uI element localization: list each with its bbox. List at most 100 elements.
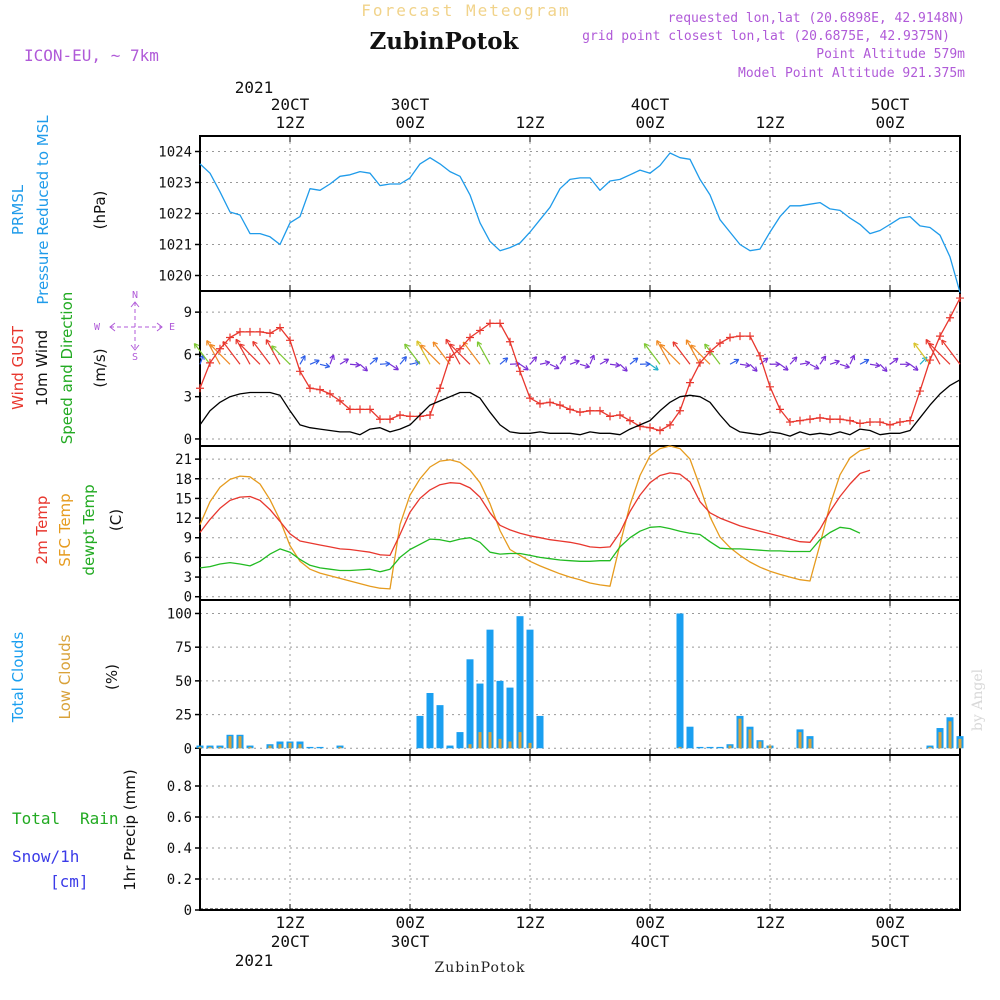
gust-marker [956, 294, 964, 303]
gust-label: Wind GUST [9, 325, 27, 410]
gust-marker [876, 418, 884, 427]
gust-marker [436, 384, 444, 393]
wind-arrow [349, 363, 361, 366]
bottom-hour-label: 12Z [516, 913, 545, 932]
total-cloud-bar [466, 659, 474, 749]
pressure-line [199, 152, 961, 293]
total-clouds-label: Total Clouds [9, 632, 27, 724]
wind-arrow-head [685, 339, 691, 345]
gust-marker [816, 413, 824, 422]
wind-arrow [579, 363, 590, 368]
low-cloud-bar [238, 736, 242, 749]
wind-arrow [329, 354, 335, 365]
wind-arrow [859, 359, 870, 365]
y-tick-label: 0 [184, 432, 192, 448]
wind-arrow-head [745, 362, 751, 368]
low-cloud-bar [808, 738, 812, 749]
low-cloud-bar [498, 738, 502, 749]
low-cloud-bar [338, 746, 342, 749]
gust-marker [236, 327, 244, 336]
low-cloud-bar [268, 745, 272, 749]
wind-arrow-head [672, 341, 678, 347]
gust-marker [306, 384, 314, 393]
gust-marker [766, 382, 774, 391]
wind-arrow-head [834, 359, 840, 366]
wind-arrow [749, 363, 758, 372]
wind-arrow [539, 361, 550, 365]
y-tick-label: 0 [184, 903, 192, 919]
wind-arrow-head [362, 366, 368, 372]
gust-marker [556, 401, 564, 410]
y-tick-label: 25 [175, 708, 192, 724]
y-tick-label: 0.2 [167, 872, 192, 888]
wind-arrow [559, 355, 566, 365]
precip-unit: 1hr Precip (mm) [121, 769, 139, 890]
wind-arrow-head [416, 340, 422, 346]
wind-arrow [499, 357, 509, 365]
wind-arrow-head [863, 358, 870, 365]
total-cloud-bar [476, 683, 484, 749]
gust-marker [606, 412, 614, 421]
cloud-bars [196, 613, 964, 749]
gust-marker [806, 415, 814, 424]
sfc-label: SFC Temp [56, 493, 74, 566]
rain-label: Rain [80, 809, 119, 828]
wind-arrow-head [849, 354, 856, 361]
wind-arrow [399, 356, 407, 365]
wind-arrow [589, 354, 595, 365]
low-cloud-bar [278, 744, 282, 749]
total-label: Total [12, 809, 60, 828]
wind-panel-labels: Wind GUST 10m Wind Speed and Direction (… [9, 290, 175, 444]
wind-arrow-head [560, 355, 566, 361]
precip-panel: 0 0.2 0.4 0.6 0.8 [167, 754, 961, 919]
gust-marker [616, 411, 624, 419]
bottom-day-label: 5OCT [871, 932, 910, 951]
bottom-hour-label: 00Z [876, 913, 905, 932]
wind-arrow-head [941, 339, 947, 346]
gust-marker [946, 313, 954, 322]
gust-marker [926, 356, 934, 365]
gust-marker [546, 398, 554, 407]
wind-dir-label: Speed and Direction [58, 292, 76, 445]
svg-text:E: E [169, 322, 175, 333]
total-cloud-bar [696, 746, 704, 749]
gust-markers [196, 294, 964, 435]
wind-arrow [690, 344, 711, 365]
total-cloud-bar [536, 715, 544, 749]
wind-arrow [839, 363, 850, 368]
total-cloud-bar [436, 705, 444, 749]
low-cloud-bar [768, 745, 772, 749]
gust-marker [206, 358, 214, 367]
gust-marker [856, 419, 864, 428]
gust-marker [456, 344, 464, 353]
y-tick-label: 15 [175, 491, 192, 507]
wind-arrow [789, 356, 798, 365]
wind-arrow [519, 363, 529, 371]
gust-marker [846, 416, 854, 425]
gust-marker [376, 415, 384, 424]
wind-arrow [193, 343, 211, 365]
wind-arrow-head [589, 354, 595, 361]
y-tick-label: 75 [175, 640, 192, 656]
low-cloud-bar [248, 746, 252, 749]
wind-arrow-head [324, 362, 331, 369]
wind-arrow-head [905, 361, 911, 368]
gust-marker [746, 332, 754, 341]
gust-marker [736, 332, 744, 341]
y-tick-label: 6 [184, 347, 192, 363]
gust-marker [666, 420, 674, 429]
wind-arrow-head [300, 355, 306, 361]
gust-marker [316, 385, 324, 394]
top-hour-label: 00Z [636, 113, 665, 132]
bottom-day-label: 30CT [391, 932, 430, 951]
wind-arrow [849, 354, 855, 365]
low-clouds-label: Low Clouds [56, 634, 74, 719]
wind-arrow [420, 344, 441, 365]
wind-arrow-head [385, 360, 391, 367]
wind-arrow [928, 342, 951, 365]
point-altitude: Point Altitude 579m [816, 47, 965, 62]
closest-coords: grid point closest lon,lat (20.6875E, 42… [582, 29, 950, 44]
wind-arrow [759, 357, 769, 365]
wind-arrow [252, 341, 271, 365]
low-cloud-bar [758, 741, 762, 749]
